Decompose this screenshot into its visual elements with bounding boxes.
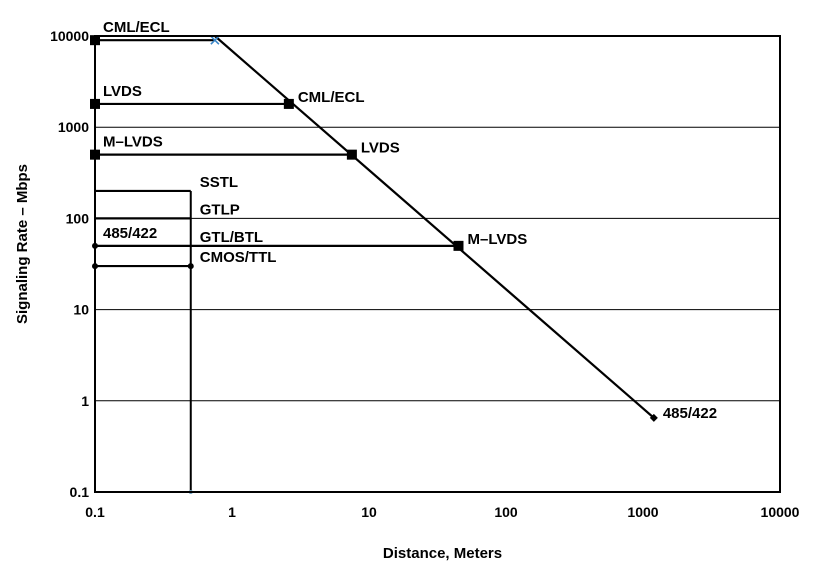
series-end-marker: [187, 263, 194, 270]
series-left-label: M–LVDS: [103, 134, 163, 151]
point-marker: [649, 413, 658, 422]
series-end-label: LVDS: [361, 140, 400, 157]
series-left-label: 485/422: [103, 225, 157, 242]
x-tick-label: 10000: [761, 504, 800, 520]
series-lines: [95, 35, 655, 492]
y-tick-label: 1: [81, 393, 89, 409]
x-tick-label: 0.1: [85, 504, 105, 520]
series-end-label: M–LVDS: [467, 231, 527, 248]
series-end-marker: [453, 240, 464, 251]
distance-limit-line: [214, 35, 655, 419]
series-end-label: GTL/BTL: [200, 229, 263, 246]
y-axis-title: Signaling Rate – Mbps: [14, 164, 31, 324]
series-end-marker: [346, 149, 357, 160]
y-tick-label: 10000: [50, 28, 89, 44]
x-axis-title: Distance, Meters: [383, 545, 502, 562]
y-tick-label: 0.1: [70, 484, 90, 500]
y-tick-label: 1000: [58, 119, 89, 135]
point-label: 485/422: [663, 405, 717, 422]
series-left-label: LVDS: [103, 83, 142, 100]
series-end-label: CML/ECL: [298, 89, 365, 106]
series-labels: CML/ECL LVDS CML/ECL M–LVDS LVDS SSTL GTLP 485/…: [103, 19, 717, 422]
series-left-label: CML/ECL: [103, 19, 170, 36]
y-tick-label: 10: [73, 302, 89, 318]
series-end-label: CMOS/TTL: [200, 249, 277, 266]
y-tick-label: 100: [66, 210, 90, 226]
series-end-label: GTLP: [200, 201, 240, 218]
x-tick-label: 100: [494, 504, 518, 520]
series-end-marker: [283, 98, 294, 109]
plot-area-frame: [94, 35, 781, 493]
x-tick-label: 10: [361, 504, 377, 520]
x-tick-label: 1: [228, 504, 236, 520]
tick-labels: 0.1 1 10 100 1000 10000 0.1 1 10 100 1000 10000: [50, 28, 800, 520]
series-end-label: SSTL: [200, 174, 238, 191]
series-end-marker: [210, 35, 220, 45]
x-tick-label: 1000: [627, 504, 658, 520]
